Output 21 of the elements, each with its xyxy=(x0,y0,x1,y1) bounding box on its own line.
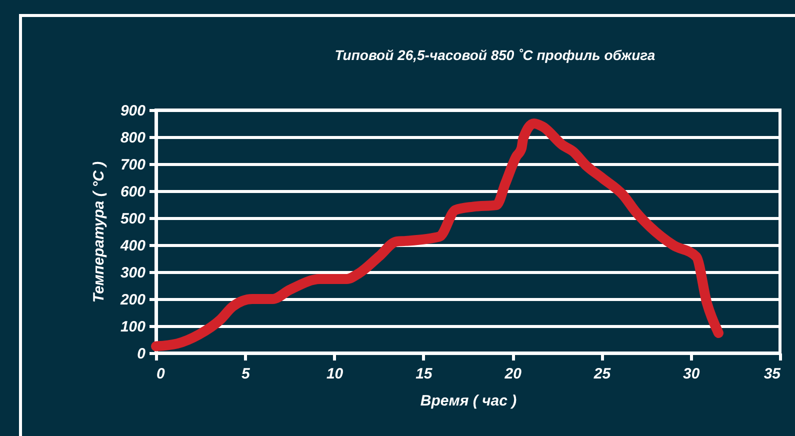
x-tick-label: 30 xyxy=(683,366,700,382)
x-axis-title: Время ( час ) xyxy=(420,392,517,410)
y-tick-label: 0 xyxy=(137,346,146,362)
y-tick-label: 900 xyxy=(120,102,146,120)
x-tick-label: 0 xyxy=(156,366,166,382)
x-tick-label: 10 xyxy=(326,366,344,382)
x-tick-label: 20 xyxy=(504,366,522,382)
x-tick-label: 35 xyxy=(764,366,782,382)
y-tick-label: 300 xyxy=(120,264,146,282)
x-tick-label: 5 xyxy=(241,366,250,382)
y-tick-label: 500 xyxy=(120,210,146,228)
y-tick-label: 100 xyxy=(120,318,146,336)
y-tick-label: 700 xyxy=(120,156,146,174)
y-tick-label: 600 xyxy=(120,184,146,200)
y-tick-label: 800 xyxy=(120,130,146,146)
chart-title: Типовой 26,5-часовой 850 ˚C профиль обжига xyxy=(334,47,656,63)
x-tick-label: 25 xyxy=(592,366,612,382)
y-tick-label: 200 xyxy=(119,292,146,308)
y-axis-title: Температура ( °C ) xyxy=(90,161,108,303)
y-tick-label: 400 xyxy=(119,238,146,254)
x-tick-label: 15 xyxy=(416,366,433,382)
